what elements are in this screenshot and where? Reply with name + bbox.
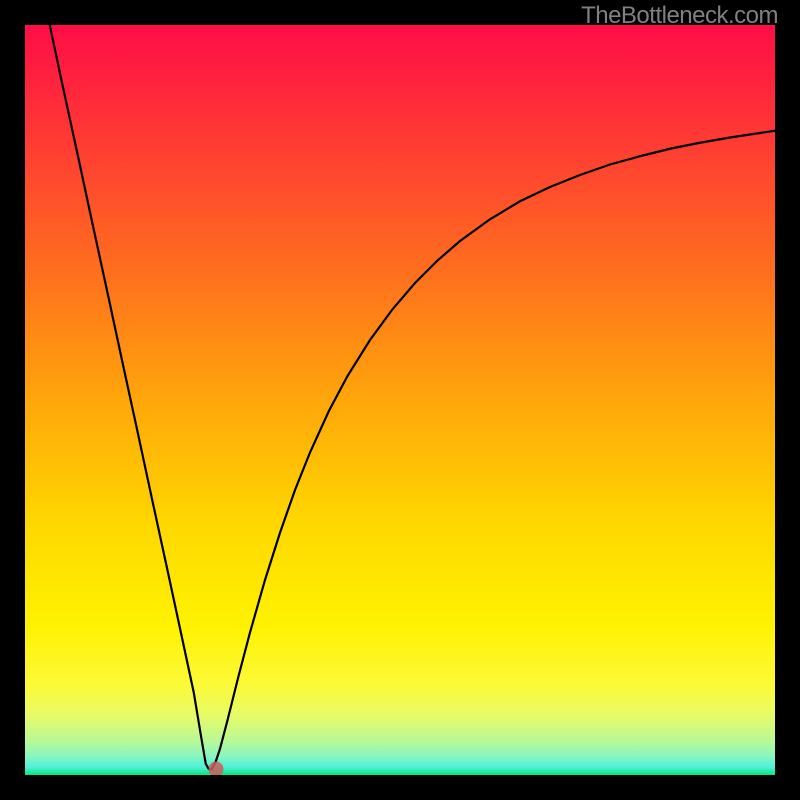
chart-plot-area [25,25,775,775]
optimal-point-marker [208,762,223,776]
bottleneck-curve-svg [25,25,775,775]
chart-background [25,25,775,775]
